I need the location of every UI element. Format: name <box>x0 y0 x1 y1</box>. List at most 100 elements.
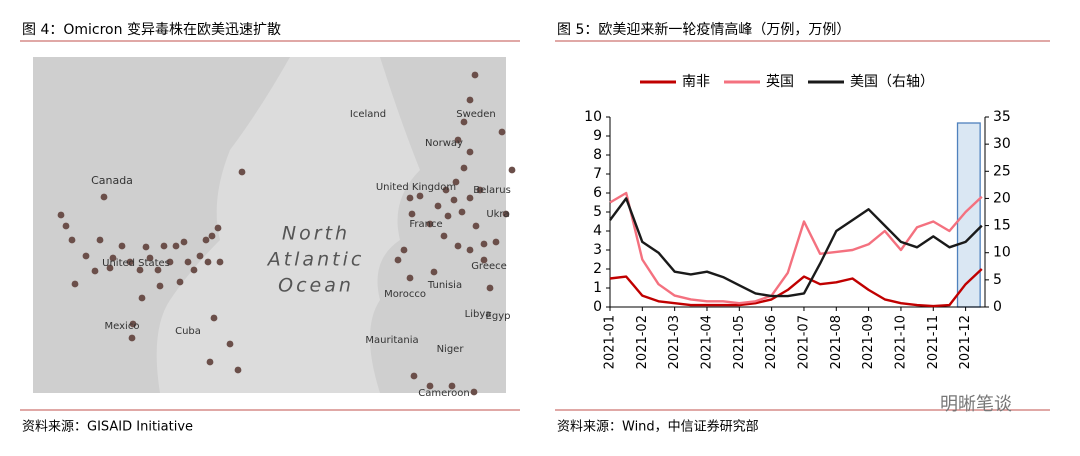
figure-title: 图 5：欧美迎来新一轮疫情高峰（万例，万例） <box>557 21 850 38</box>
x-tick-label: 2021-07 <box>796 315 811 369</box>
map-dot <box>460 118 468 126</box>
map-dot <box>210 314 218 322</box>
map-dot <box>442 186 450 194</box>
highlight-box <box>956 122 981 308</box>
map-dot <box>466 194 474 202</box>
x-tick-label: 2021-03 <box>667 315 682 369</box>
y2-tick-label: 10 <box>993 245 1011 261</box>
map-dot <box>430 268 438 276</box>
map-dot <box>448 382 456 390</box>
map-dot <box>408 210 416 218</box>
map-label: Sweden <box>456 109 496 120</box>
map-label: Belarus <box>473 185 511 196</box>
map-label: United States <box>102 258 170 269</box>
map-dot <box>454 136 462 144</box>
map-dot <box>166 258 174 266</box>
map-dot <box>206 358 214 366</box>
map-dot <box>196 252 204 260</box>
map-dot <box>96 236 104 244</box>
map-dot <box>460 164 468 172</box>
map-dot <box>458 208 466 216</box>
legend-label: 英国 <box>766 73 794 90</box>
x-tick-label: 2021-08 <box>829 315 844 369</box>
series-line <box>609 268 983 308</box>
figure-source: 资料来源：Wind，中信证券研究部 <box>557 419 759 435</box>
map-dot <box>426 382 434 390</box>
map-dot <box>416 192 424 200</box>
map-dot <box>466 96 474 104</box>
map-dot <box>410 372 418 380</box>
map-dot <box>208 232 216 240</box>
legend-label: 美国（右轴） <box>850 74 934 90</box>
map-dot <box>426 220 434 228</box>
map-dot <box>226 340 234 348</box>
series-line <box>609 197 983 298</box>
map-label: United Kingdom <box>376 182 456 193</box>
map-dot <box>57 211 65 219</box>
map-dot <box>136 266 144 274</box>
map-dot <box>440 232 448 240</box>
x-tick-label: 2021-04 <box>699 315 714 369</box>
map-dot <box>109 254 117 262</box>
map-dot <box>184 258 192 266</box>
watermark: 明晰笔谈 <box>940 394 1012 415</box>
map-dot <box>502 210 510 218</box>
map-label: Greece <box>471 261 507 272</box>
map-dot <box>444 212 452 220</box>
map-dot <box>400 246 408 254</box>
map-dot <box>82 252 90 260</box>
series-line <box>609 191 983 305</box>
map-dot <box>118 242 126 250</box>
map-dot <box>126 258 134 266</box>
map-label: North <box>282 223 350 245</box>
figure-title: 图 4：Omicron 变异毒株在欧美迅速扩散 <box>22 22 281 38</box>
x-tick-label: 2021-11 <box>926 315 941 369</box>
map-label: Tunisia <box>427 280 462 291</box>
y-tick-label: 2 <box>593 261 602 277</box>
x-tick-label: 2021-10 <box>893 315 908 369</box>
map-dot <box>492 238 500 246</box>
map-dot <box>180 238 188 246</box>
map-dot <box>216 258 224 266</box>
map-dot <box>176 278 184 286</box>
map-dot <box>100 193 108 201</box>
map-label: Morocco <box>384 289 426 300</box>
map-label: Atlantic <box>266 249 365 271</box>
map-label: Cuba <box>175 326 201 337</box>
map-dot <box>434 202 442 210</box>
map-dot <box>470 388 478 396</box>
map-label: Ukra <box>486 209 509 220</box>
map-label: Mexico <box>105 321 140 332</box>
map-dot <box>466 246 474 254</box>
map-label: Canada <box>91 174 133 187</box>
y2-tick-label: 25 <box>993 163 1011 179</box>
map-dot <box>204 258 212 266</box>
map-label: Libya <box>465 309 492 320</box>
map-dot <box>154 266 162 274</box>
map-label: Cameroon <box>418 388 469 399</box>
figure-source: 资料来源：GISAID Initiative <box>22 420 193 435</box>
y-tick-label: 6 <box>593 185 602 201</box>
map-dot <box>472 222 480 230</box>
map-dot <box>238 168 246 176</box>
map-dot <box>62 222 70 230</box>
map-dot <box>471 71 479 79</box>
map-dot <box>466 148 474 156</box>
map-dot <box>394 256 402 264</box>
legend-label: 南非 <box>682 74 710 90</box>
x-tick-label: 2021-06 <box>764 315 779 369</box>
map-label: Egyp <box>486 311 511 322</box>
map-label: Ocean <box>278 275 354 297</box>
map-label: Iceland <box>350 109 386 120</box>
map-dot <box>406 274 414 282</box>
y-tick-label: 9 <box>593 128 602 144</box>
map-dot <box>202 236 210 244</box>
x-tick-label: 2021-09 <box>861 315 876 369</box>
x-tick-label: 2021-02 <box>635 315 650 369</box>
map-dot <box>172 242 180 250</box>
y-tick-label: 5 <box>593 204 602 220</box>
x-tick-label: 2021-01 <box>603 315 618 369</box>
y-tick-label: 10 <box>584 109 602 125</box>
y-tick-label: 3 <box>593 242 602 258</box>
y2-tick-label: 5 <box>993 272 1002 288</box>
